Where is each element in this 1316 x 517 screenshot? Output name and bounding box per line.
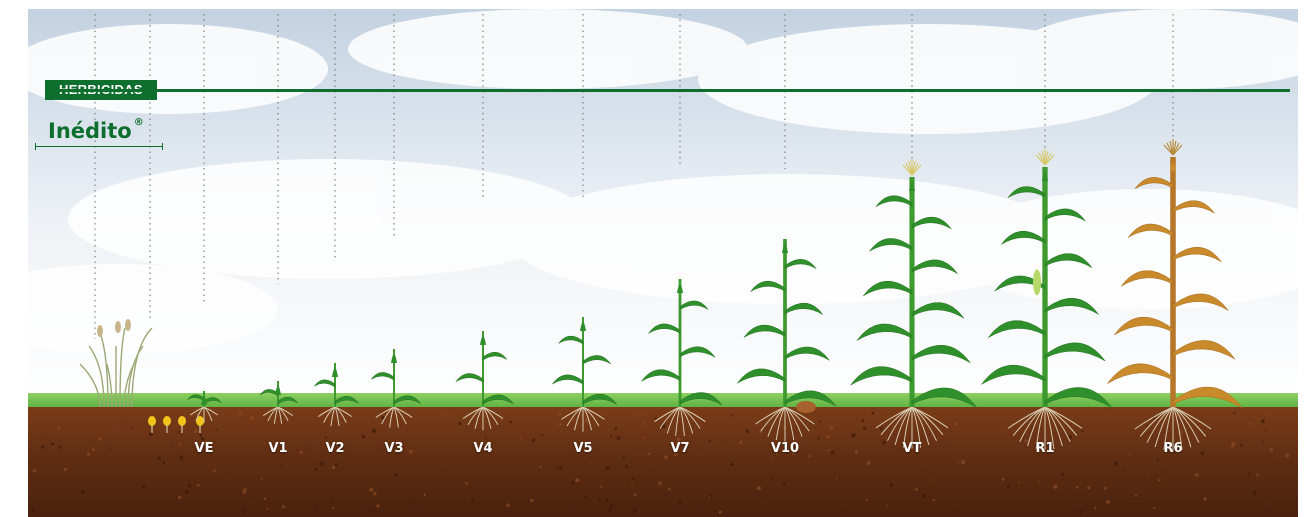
- plant-v7: [641, 279, 723, 437]
- plant-v2: [314, 363, 359, 426]
- plant-v4: [455, 331, 514, 431]
- stage-label-v7: V7: [670, 441, 690, 456]
- stage-label-ve: VE: [194, 441, 214, 456]
- ear: [1033, 269, 1041, 296]
- seed: [196, 416, 204, 426]
- brand-underline: [35, 143, 163, 150]
- stage-label-r6: R6: [1163, 441, 1183, 456]
- corn-seeds: [148, 416, 204, 433]
- seed: [178, 416, 186, 426]
- stage-label-v4: V4: [473, 441, 493, 456]
- plant-r6: [1107, 139, 1243, 451]
- dirt-clod: [796, 401, 816, 413]
- stage-label-v5: V5: [573, 441, 593, 456]
- weed-plant: [79, 319, 153, 408]
- plant-v1: [259, 381, 298, 424]
- stage-label-r1: R1: [1035, 441, 1055, 456]
- stage-label-v1: V1: [268, 441, 288, 456]
- plant-v10: [737, 239, 837, 442]
- stage-label-v3: V3: [384, 441, 404, 456]
- stage-label-v10: V10: [770, 441, 800, 456]
- seed: [148, 416, 156, 426]
- seed: [163, 416, 171, 426]
- plant-r1: [981, 149, 1113, 450]
- soil-texture: [28, 411, 1290, 514]
- brand-title: Inédito ®: [48, 117, 144, 143]
- tassel: [1035, 149, 1055, 166]
- header-rule: [45, 89, 1290, 92]
- plants: [79, 139, 1243, 451]
- stage-label-v2: V2: [325, 441, 345, 456]
- registered-mark: ®: [133, 117, 144, 128]
- tassel: [902, 159, 922, 176]
- stage-label-vt: VT: [902, 441, 922, 456]
- plant-v3: [370, 349, 422, 428]
- clouds: [28, 9, 1298, 354]
- tassel: [1163, 139, 1183, 156]
- scene-artwork: [28, 9, 1298, 517]
- plant-vt: [850, 159, 977, 449]
- plant-ve: [187, 391, 222, 423]
- plant-v5: [552, 317, 618, 432]
- brand-name: Inédito: [48, 119, 132, 143]
- crop-stage-diagram: HERBICIDAS Inédito® VEV1V2V3V4V5V7V10VTR…: [28, 9, 1298, 517]
